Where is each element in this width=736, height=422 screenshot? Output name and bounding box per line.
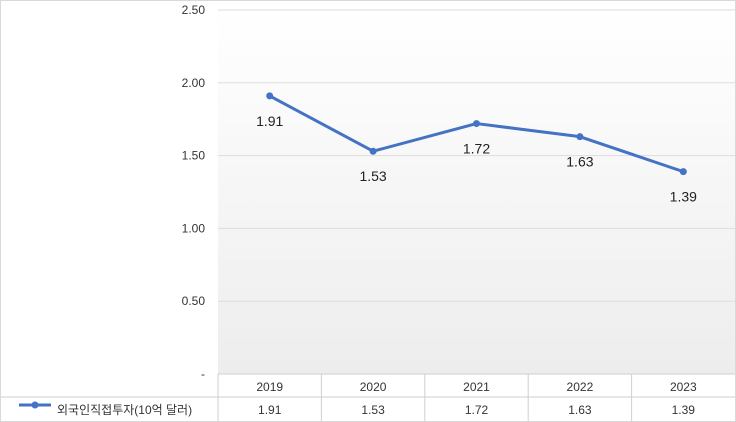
plot-area — [218, 10, 735, 374]
x-tick-label: 2023 — [670, 380, 697, 394]
x-tick-label: 2020 — [360, 380, 387, 394]
data-point — [369, 147, 377, 155]
y-tick-label: 1.50 — [182, 149, 206, 163]
x-tick-label: 2022 — [567, 380, 594, 394]
table-value: 1.53 — [361, 403, 385, 417]
data-label: 1.53 — [359, 168, 386, 184]
data-point — [266, 92, 274, 100]
legend-label: 외국인직접투자(10억 달러) — [57, 403, 192, 417]
table-value: 1.39 — [672, 403, 696, 417]
legend-marker — [31, 401, 39, 409]
data-label: 1.39 — [670, 189, 697, 205]
y-tick-label: 2.00 — [182, 76, 206, 90]
y-tick-label: 1.00 — [182, 221, 206, 235]
data-point — [473, 120, 480, 128]
data-label: 1.63 — [566, 154, 593, 170]
y-tick-label: 0.50 — [182, 294, 206, 308]
y-tick-label: 2.50 — [182, 3, 206, 17]
data-point — [679, 168, 687, 176]
data-point — [576, 133, 584, 141]
x-tick-label: 2021 — [463, 380, 490, 394]
table-value: 1.63 — [568, 403, 592, 417]
y-tick-label: - — [201, 367, 205, 381]
table-value: 1.72 — [465, 403, 489, 417]
x-tick-label: 2019 — [256, 380, 283, 394]
data-label: 1.91 — [256, 113, 283, 129]
data-label: 1.72 — [463, 141, 490, 157]
table-value: 1.91 — [258, 403, 282, 417]
